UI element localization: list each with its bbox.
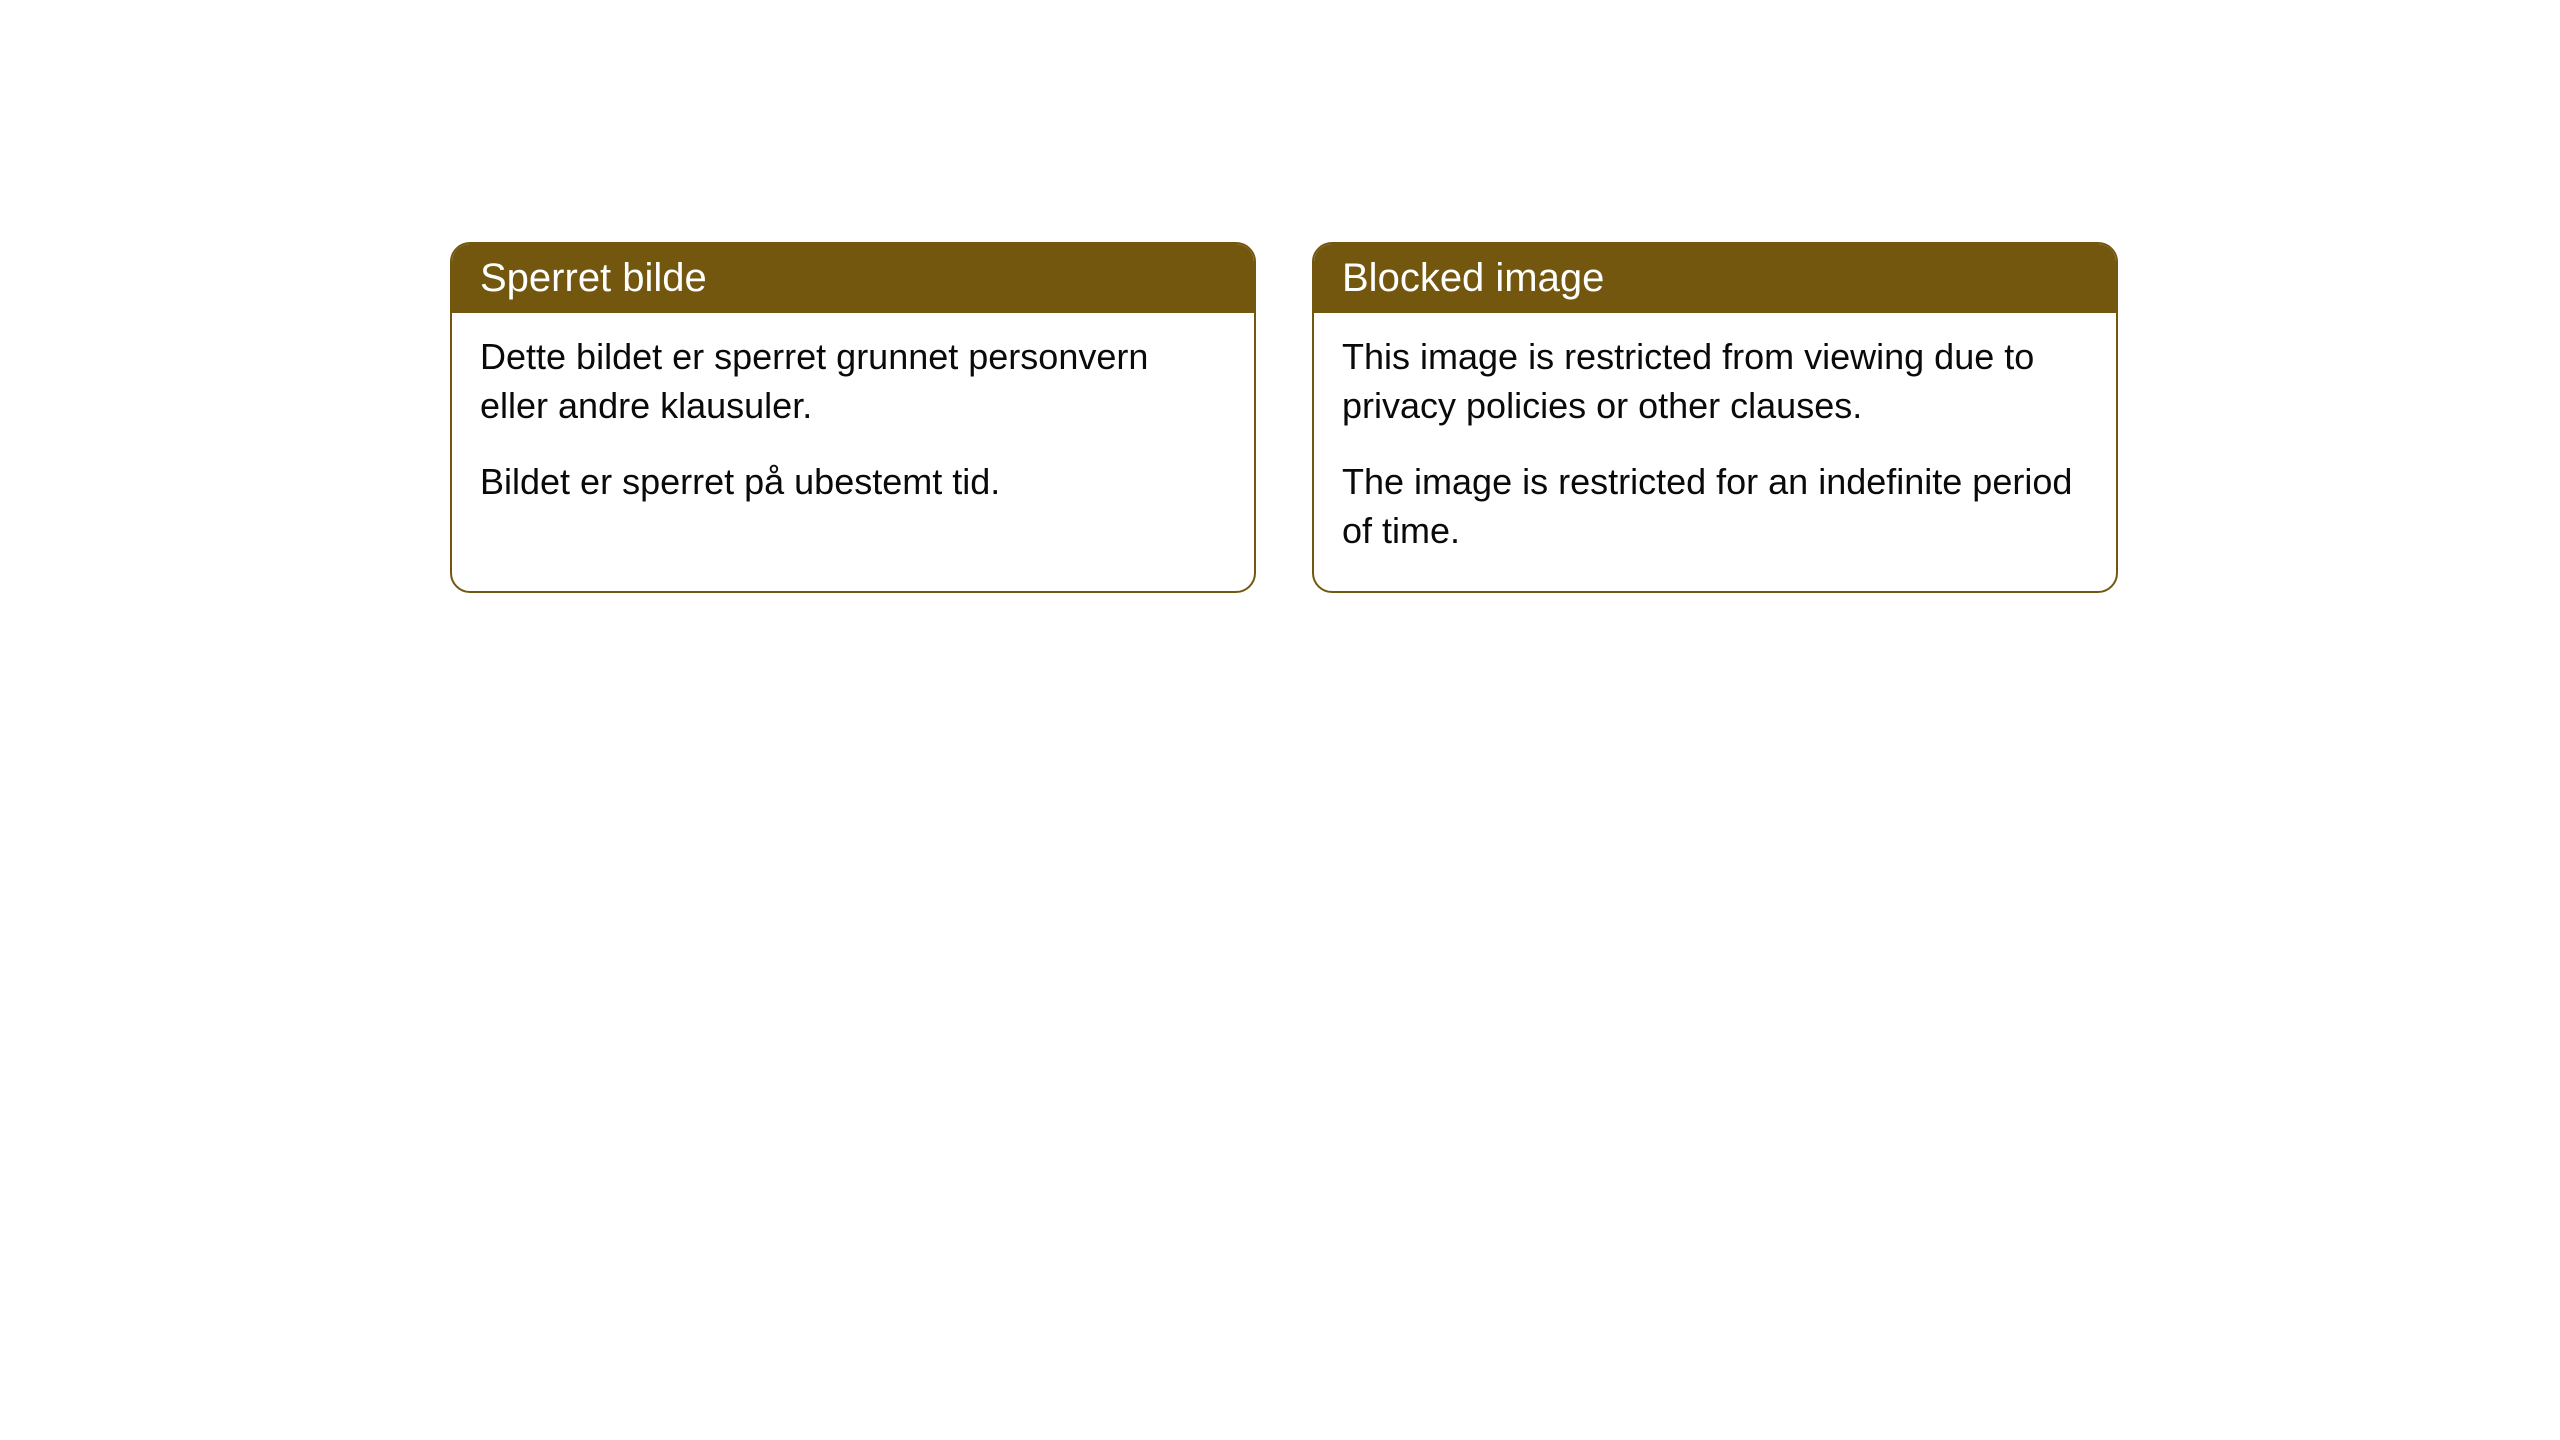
card-body: This image is restricted from viewing du…	[1314, 313, 2116, 591]
card-paragraph: Bildet er sperret på ubestemt tid.	[480, 458, 1226, 507]
card-header: Blocked image	[1314, 244, 2116, 313]
blocked-image-card-norwegian: Sperret bilde Dette bildet er sperret gr…	[450, 242, 1256, 593]
blocked-image-card-english: Blocked image This image is restricted f…	[1312, 242, 2118, 593]
notice-cards-container: Sperret bilde Dette bildet er sperret gr…	[0, 0, 2560, 593]
card-title: Sperret bilde	[480, 256, 707, 300]
card-body: Dette bildet er sperret grunnet personve…	[452, 313, 1254, 543]
card-paragraph: Dette bildet er sperret grunnet personve…	[480, 333, 1226, 430]
card-paragraph: The image is restricted for an indefinit…	[1342, 458, 2088, 555]
card-header: Sperret bilde	[452, 244, 1254, 313]
card-paragraph: This image is restricted from viewing du…	[1342, 333, 2088, 430]
card-title: Blocked image	[1342, 256, 1604, 300]
